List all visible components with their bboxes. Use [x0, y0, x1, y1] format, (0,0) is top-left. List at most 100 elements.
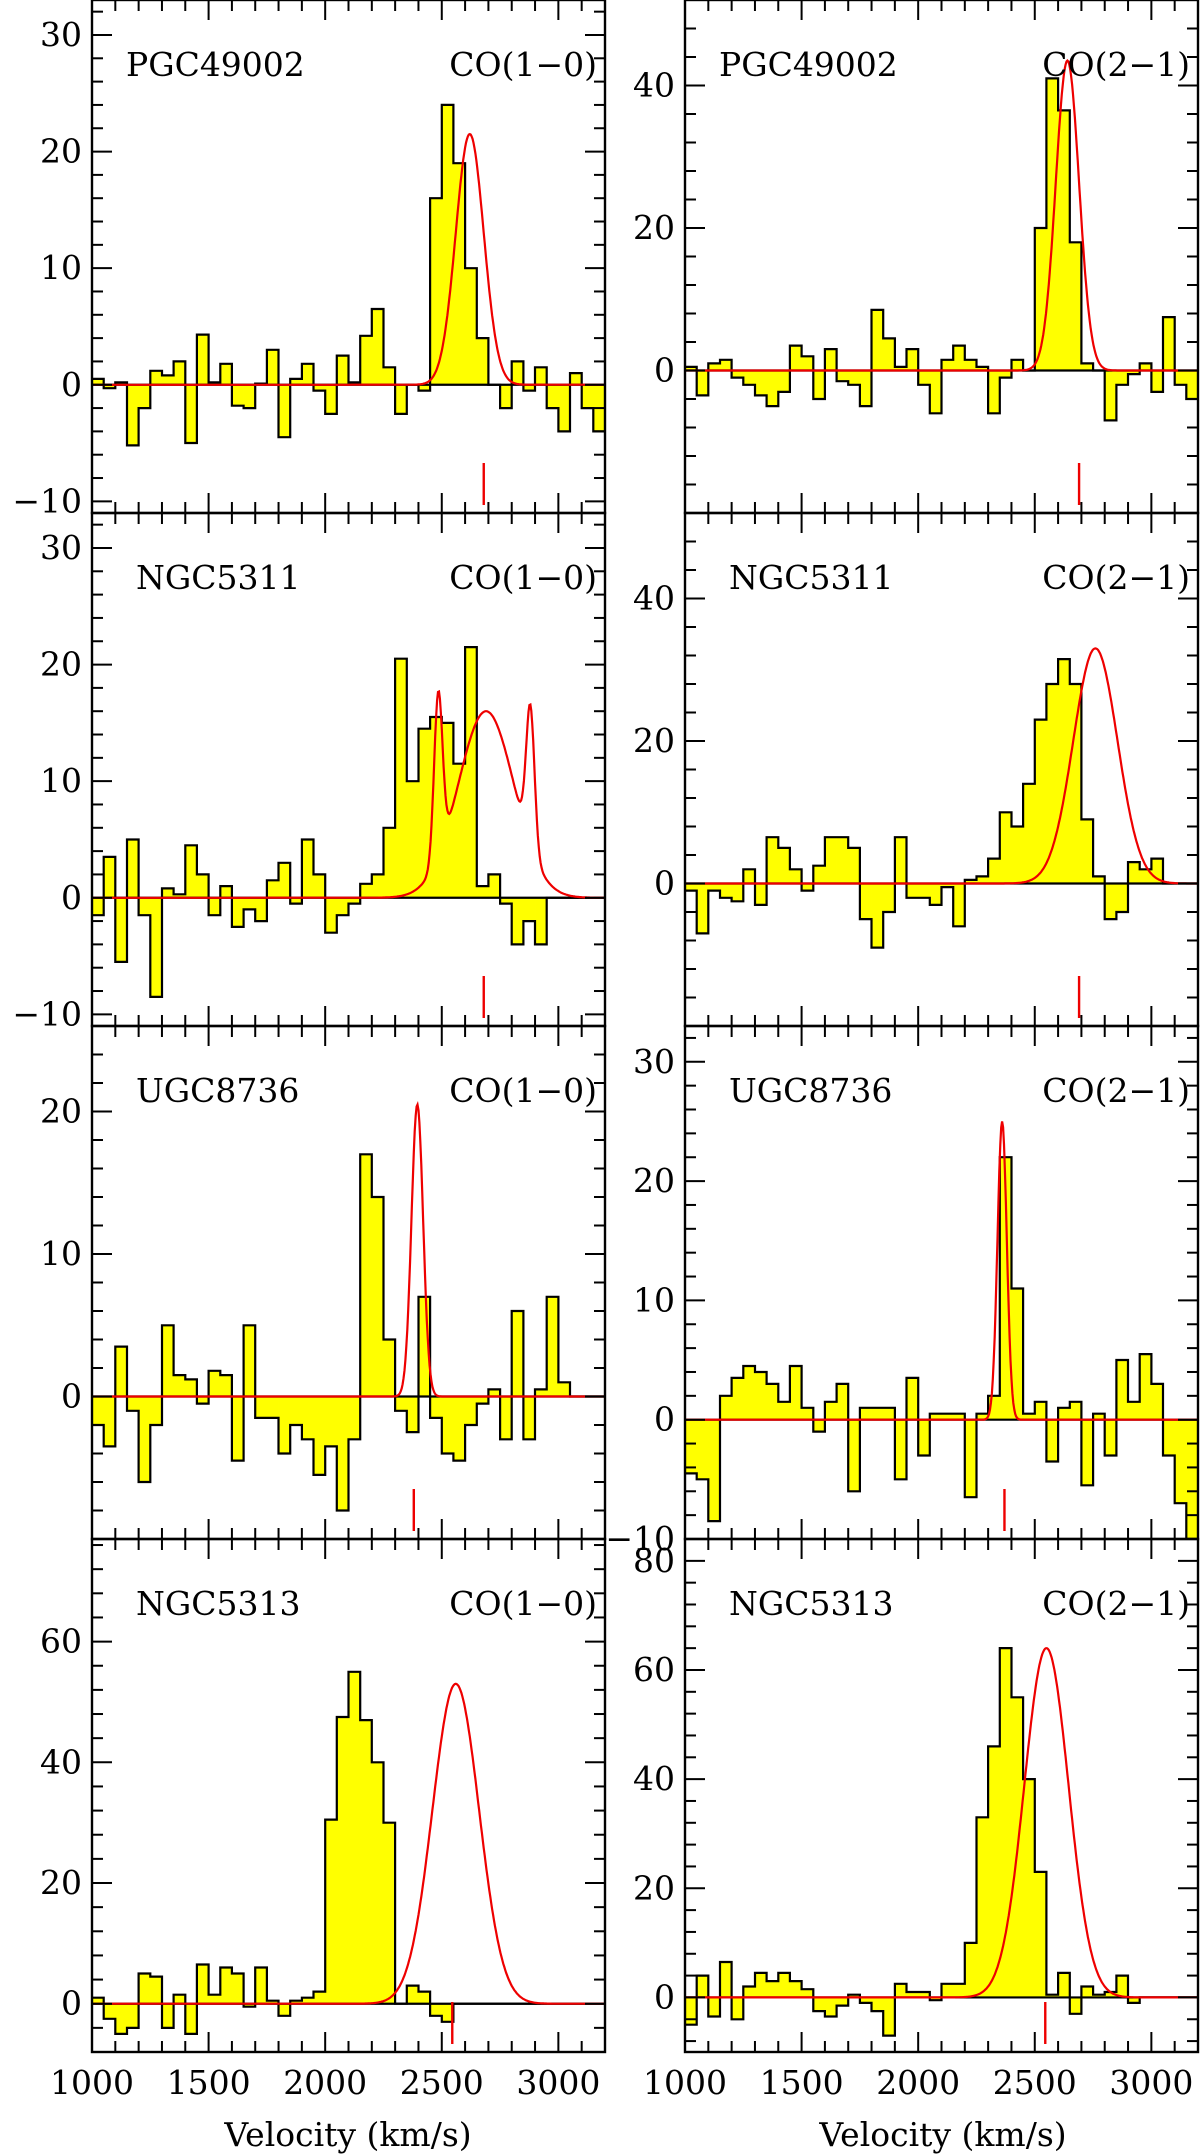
spectrum-bar: [731, 370, 744, 378]
panel-6: 0 20 40 60 1000 1500 2000 2500 3000 NGC5313 CO(1−0…: [40, 1537, 607, 2102]
spectrum-bar: [336, 897, 349, 916]
spectrum-bar: [208, 1994, 221, 2004]
spectrum-bar: [1104, 1419, 1117, 1456]
spectrum-bar: [906, 349, 919, 371]
spectrum-bar: [976, 1413, 989, 1420]
spectrum-bar: [196, 334, 209, 385]
spectrum-bar: [848, 1419, 861, 1492]
plot-area: [685, 59, 1198, 505]
spectrum-bar: [313, 384, 326, 391]
spectrum-bar: [138, 1396, 151, 1482]
galaxy-name-label: NGC5311: [136, 558, 300, 597]
spectrum-bar: [824, 837, 837, 884]
spectrum-bar: [859, 883, 872, 920]
spectrum-bar: [92, 378, 105, 385]
y-tick-label: 0: [654, 1977, 675, 2016]
transition-label: CO(2−1): [1042, 45, 1190, 84]
y-tick-label: 40: [40, 1742, 82, 1781]
spectrum-bar: [488, 1389, 501, 1397]
spectrum-bar: [999, 812, 1012, 884]
plot-area: [92, 1101, 605, 1531]
spectrum-bar: [1069, 1401, 1082, 1420]
spectrum-bar: [523, 1396, 536, 1440]
y-tick-label: 0: [61, 1377, 82, 1416]
spectrum-bar: [511, 361, 524, 385]
plot-area: [92, 1670, 605, 2044]
spectrum-bar: [824, 1401, 837, 1420]
spectrum-bar: [1104, 883, 1117, 920]
spectrum-bar: [743, 1986, 756, 1998]
spectrum-bar: [115, 382, 128, 385]
panel-4: 0 10 20 UGC8736 CO(1−0): [40, 1024, 607, 1541]
y-tick-label: 30: [40, 528, 82, 567]
spectrum-bar: [953, 1413, 966, 1420]
spectrum-bar: [511, 897, 524, 945]
spectrum-bar: [138, 897, 151, 916]
y-tick-label: 40: [633, 66, 675, 105]
galaxy-name-label: PGC49002: [719, 45, 898, 84]
spectrum-bar: [196, 1396, 209, 1404]
y-tick-label: 30: [40, 15, 82, 54]
spectrum-bar: [301, 1997, 314, 2004]
spectrum-bar: [500, 384, 513, 409]
spectrum-bar: [395, 384, 408, 414]
x-axis-label-right: Velocity (km/s): [818, 2115, 1066, 2154]
spectrum-bar: [383, 1822, 396, 2004]
gaussian-fit: [92, 1682, 605, 2005]
spectrum-bar: [290, 2000, 303, 2004]
transition-label: CO(2−1): [1042, 1584, 1190, 1623]
spectrum-bar: [1011, 359, 1024, 371]
y-tick-label: 20: [633, 208, 675, 247]
spectrum-bar: [929, 370, 942, 414]
spectrum-bar: [383, 367, 396, 385]
x-tick-label: 1000: [643, 2063, 727, 2102]
x-tick-label: 3000: [1109, 2063, 1193, 2102]
spectrum-bar: [731, 1997, 744, 2020]
spectrum-bar: [558, 384, 571, 432]
spectrum-bar: [383, 827, 396, 898]
spectrum-bar: [848, 1994, 861, 1998]
spectrum-bar: [1093, 1413, 1106, 1420]
spectrum-bar: [918, 1419, 931, 1456]
panel-grid: −10 0 10 20 30 PGC49002 CO(1−0) 0 20 40 PGC49002 CO…: [12, 0, 1200, 2102]
spectrum-bar: [360, 1720, 373, 2004]
spectrum-bar: [696, 370, 709, 396]
y-tick-label: 20: [40, 132, 82, 171]
spectrum-bar: [685, 1997, 698, 2025]
spectrum-bar: [778, 370, 791, 392]
spectrum-bar: [1023, 1413, 1036, 1420]
spectrum-bar: [558, 1382, 571, 1397]
spectrum-bar: [906, 1991, 919, 1998]
y-tick-label: 40: [633, 579, 675, 618]
spectrum-bar: [778, 847, 791, 884]
spectrum-bar: [150, 370, 163, 385]
transition-label: CO(1−0): [449, 558, 597, 597]
spectrum-bar: [371, 1762, 384, 2004]
spectrum-bar: [465, 268, 478, 385]
spectrum-outline: [92, 1153, 605, 1512]
spectrum-bar: [836, 837, 849, 884]
spectrum-bar: [453, 763, 466, 898]
spectrum-bar: [243, 897, 256, 910]
y-tick-label: 0: [654, 1400, 675, 1439]
gaussian-fit: [92, 132, 605, 386]
spectrum-bar: [1034, 719, 1047, 884]
spectrum-bar: [906, 1377, 919, 1420]
spectrum-bar: [1151, 370, 1164, 392]
spectrum-outline: [92, 1670, 605, 2035]
spectrum-bar: [1058, 659, 1071, 884]
spectrum-bar: [430, 2003, 443, 2016]
transition-label: CO(1−0): [449, 1584, 597, 1623]
spectrum-bar: [976, 366, 989, 371]
y-tick-label: 20: [633, 1868, 675, 1907]
y-tick-label: 20: [633, 721, 675, 760]
spectrum-bar: [1116, 883, 1129, 912]
spectrum-bar: [941, 359, 954, 371]
spectrum-bar: [103, 384, 116, 389]
spectrum-bar: [999, 1648, 1012, 1998]
galaxy-name-label: UGC8736: [136, 1071, 299, 1110]
spectrum-bar: [231, 384, 244, 406]
spectrum-bar: [1128, 370, 1141, 375]
spectrum-bar: [871, 1997, 884, 2012]
y-tick-label: 20: [40, 1863, 82, 1902]
